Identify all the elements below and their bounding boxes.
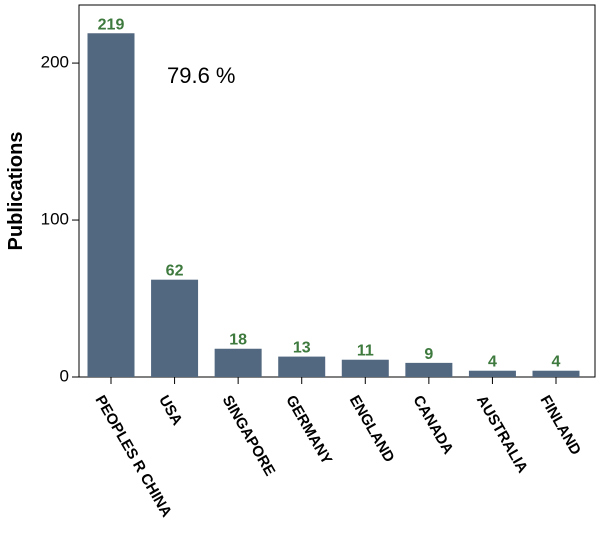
bar xyxy=(405,362,453,377)
x-tick-label: CANADA xyxy=(409,393,456,458)
plot-frame xyxy=(78,4,596,378)
bar-value-label: 4 xyxy=(552,354,561,371)
y-tick-label: 0 xyxy=(60,366,69,385)
bar-value-label: 4 xyxy=(488,354,497,371)
bar-value-label: 18 xyxy=(229,332,247,349)
bar xyxy=(532,370,580,377)
bar-value-label: 9 xyxy=(424,346,433,363)
bar-value-label: 13 xyxy=(293,340,311,357)
bar-value-label: 219 xyxy=(98,16,125,33)
bar-value-label: 62 xyxy=(166,263,184,280)
bar xyxy=(341,359,389,377)
value-labels-group: 219 62 18 13 11 9 4 4 xyxy=(98,16,561,370)
x-tick-label: ENGLAND xyxy=(346,393,398,466)
x-tick-label: USA xyxy=(155,393,186,429)
bar-value-label: 11 xyxy=(357,343,374,360)
bars-group xyxy=(87,33,580,377)
x-tick-label: GERMANY xyxy=(282,393,335,468)
bar xyxy=(278,356,326,377)
y-tick-label: 100 xyxy=(41,210,69,229)
y-tick-label: 200 xyxy=(41,53,69,72)
x-tick-label: SINGAPORE xyxy=(219,393,279,479)
y-axis-title: Publications xyxy=(5,132,27,251)
bar xyxy=(468,370,516,377)
bar xyxy=(214,348,262,377)
bar xyxy=(87,33,135,377)
x-tick-label: FINLAND xyxy=(537,393,585,459)
x-tick-label: AUSTRALIA xyxy=(473,393,531,477)
share-annotation: 79.6 % xyxy=(167,63,236,88)
y-axis: 0 100 200 xyxy=(41,53,79,385)
bar xyxy=(151,279,199,377)
